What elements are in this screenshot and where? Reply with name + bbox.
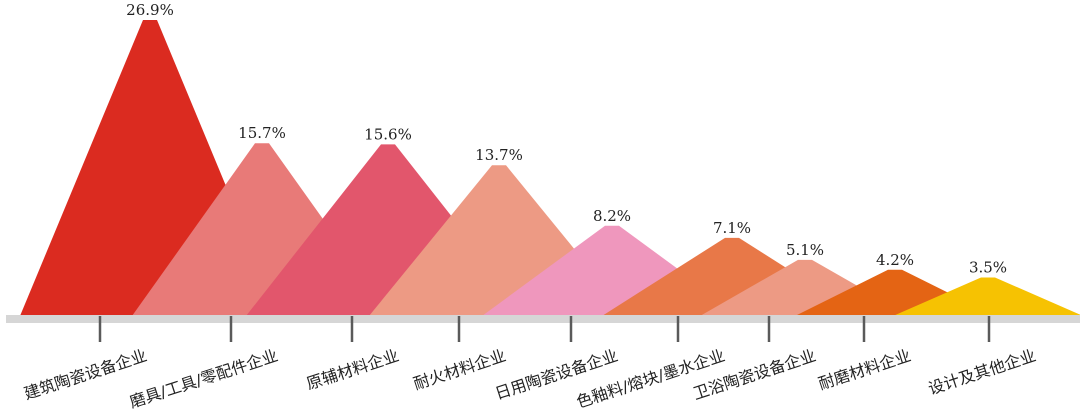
category-label-8: 耐磨材料企业 <box>816 346 913 394</box>
tick-layer <box>98 316 991 342</box>
value-label-4: 13.7% <box>475 146 523 164</box>
value-label-layer: 26.9% 15.7% 15.6% 13.7% 8.2% 7.1% 5.1% 4.2% 3.5% <box>126 1 1007 276</box>
category-label-3: 原辅材料企业 <box>304 346 401 394</box>
value-label-2: 15.7% <box>238 124 286 142</box>
peaks-layer <box>20 20 1080 316</box>
peak-9 <box>893 277 1080 316</box>
value-label-3: 15.6% <box>364 125 412 143</box>
value-label-7: 5.1% <box>786 241 824 259</box>
value-label-1: 26.9% <box>126 1 174 19</box>
baseline-axis <box>6 315 1080 323</box>
value-label-6: 7.1% <box>713 219 751 237</box>
value-label-5: 8.2% <box>593 207 631 225</box>
value-label-9: 3.5% <box>969 258 1007 276</box>
category-label-9: 设计及其他企业 <box>926 346 1038 399</box>
category-label-2: 磨具/工具/零配件企业 <box>127 346 280 412</box>
value-label-8: 4.2% <box>876 251 914 269</box>
